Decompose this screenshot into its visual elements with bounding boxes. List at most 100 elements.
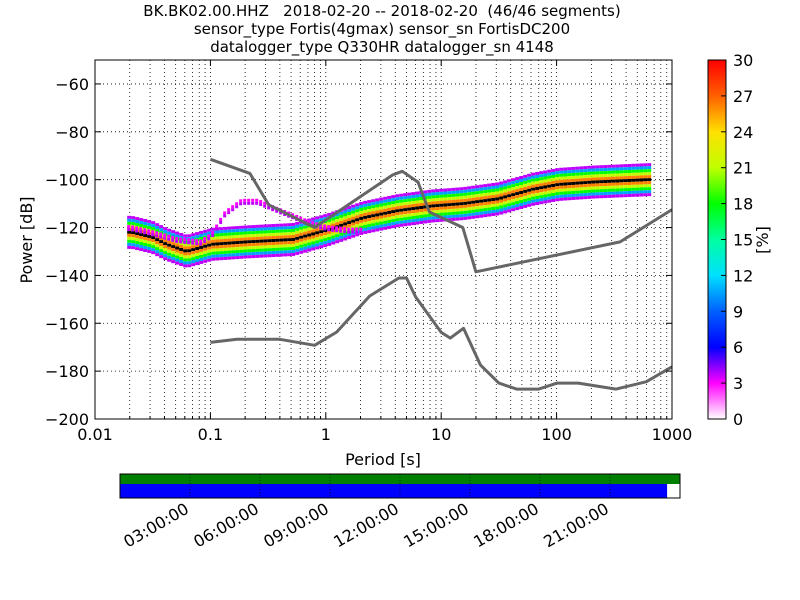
ppsd-cell — [531, 202, 536, 206]
ppsd-cell — [507, 203, 512, 207]
ppsd-cell — [563, 188, 568, 192]
ppsd-cell — [427, 213, 432, 217]
ppsd-cell — [331, 211, 336, 215]
ppsd-cell — [547, 187, 552, 191]
ppsd-cell — [239, 237, 244, 241]
ppsd-cell — [579, 169, 584, 173]
ppsd-cell — [379, 221, 384, 225]
ppsd-cell — [319, 242, 324, 246]
ppsd-cell — [351, 225, 356, 229]
colorbar-tick-label: 3 — [733, 374, 743, 393]
ppsd-cell — [247, 243, 252, 247]
ppsd-cell — [451, 199, 456, 203]
ppsd-cell — [635, 181, 640, 185]
ppsd-cell — [411, 219, 416, 223]
ppsd-cell — [599, 174, 604, 178]
ppsd-cell — [167, 255, 172, 259]
ppsd-cell-outlier — [199, 242, 203, 246]
ppsd-cell — [171, 233, 176, 237]
ppsd-cell — [479, 187, 484, 191]
ppsd-cell — [595, 192, 600, 196]
ppsd-cell — [619, 179, 624, 183]
ppsd-cell — [463, 201, 468, 205]
ppsd-cell — [435, 216, 440, 220]
ppsd-cell — [603, 177, 608, 181]
ppsd-cell — [331, 223, 336, 227]
ppsd-cell — [519, 200, 524, 204]
ppsd-cell — [195, 256, 200, 260]
ppsd-cell-outlier — [343, 230, 347, 234]
ppsd-cell — [579, 178, 584, 182]
ppsd-cell — [583, 193, 588, 197]
ppsd-cell — [175, 255, 180, 259]
ppsd-cell — [283, 229, 288, 233]
ppsd-cell — [247, 225, 252, 229]
ppsd-cell — [459, 214, 464, 218]
ppsd-cell — [507, 200, 512, 204]
ppsd-heatmap — [127, 163, 652, 268]
ppsd-cell — [415, 218, 420, 222]
ppsd-cell — [599, 171, 604, 175]
ppsd-cell — [375, 198, 380, 202]
ppsd-cell — [295, 221, 300, 225]
ppsd-cell — [383, 217, 388, 221]
ppsd-cell — [207, 240, 212, 244]
ppsd-cell — [243, 255, 248, 259]
ppsd-cell — [283, 241, 288, 245]
ppsd-cell-outlier — [223, 211, 227, 215]
ppsd-cell — [271, 227, 276, 231]
ppsd-cell — [479, 190, 484, 194]
ppsd-cell — [367, 203, 372, 207]
ppsd-cell — [583, 187, 588, 191]
ppsd-cell — [591, 192, 596, 196]
ppsd-cell — [619, 185, 624, 189]
ppsd-cell-outlier — [163, 233, 167, 237]
ppsd-cell — [531, 196, 536, 200]
ppsd-cell — [599, 192, 604, 196]
ppsd-cell — [331, 232, 336, 236]
ppsd-cell — [175, 243, 180, 247]
ppsd-cell — [363, 221, 368, 225]
ppsd-cell — [127, 230, 132, 234]
ppsd-cell — [635, 163, 640, 167]
ppsd-cell — [315, 237, 320, 241]
ppsd-cell — [383, 202, 388, 206]
ppsd-cell — [371, 226, 376, 230]
ppsd-cell — [423, 208, 428, 212]
ppsd-cell — [507, 206, 512, 210]
ppsd-cell — [207, 252, 212, 256]
ppsd-cell — [643, 163, 648, 167]
ppsd-cell — [379, 206, 384, 210]
ppsd-cell — [539, 201, 544, 205]
ppsd-cell-outlier — [351, 227, 355, 231]
ppsd-cell — [219, 236, 224, 240]
ppsd-cell — [355, 215, 360, 219]
ppsd-cell — [475, 203, 480, 207]
ppsd-cell — [199, 230, 204, 234]
ppsd-cell — [279, 238, 284, 242]
plot-frame — [94, 59, 673, 420]
ppsd-cell — [399, 196, 404, 200]
ppsd-cell — [155, 253, 160, 257]
ppsd-cell — [627, 188, 632, 192]
ppsd-cell — [475, 200, 480, 204]
ppsd-cell — [455, 193, 460, 197]
ppsd-cell — [299, 250, 304, 254]
ppsd-cell — [239, 252, 244, 256]
ppsd-cell — [359, 219, 364, 223]
ppsd-cell — [531, 190, 536, 194]
ppsd-cell — [587, 165, 592, 169]
ppsd-cell — [643, 166, 648, 170]
ppsd-cell — [503, 195, 508, 199]
ppsd-cell — [163, 239, 168, 243]
ppsd-cell — [523, 189, 528, 193]
ppsd-cell — [615, 182, 620, 186]
ppsd-cell — [135, 247, 140, 251]
ppsd-cell — [447, 209, 452, 213]
ppsd-cell-outlier — [255, 198, 259, 202]
ppsd-cell — [223, 253, 228, 257]
ppsd-cell — [627, 194, 632, 198]
ppsd-cell — [151, 245, 156, 249]
ppsd-cell — [347, 236, 352, 240]
ppsd-cell — [495, 191, 500, 195]
